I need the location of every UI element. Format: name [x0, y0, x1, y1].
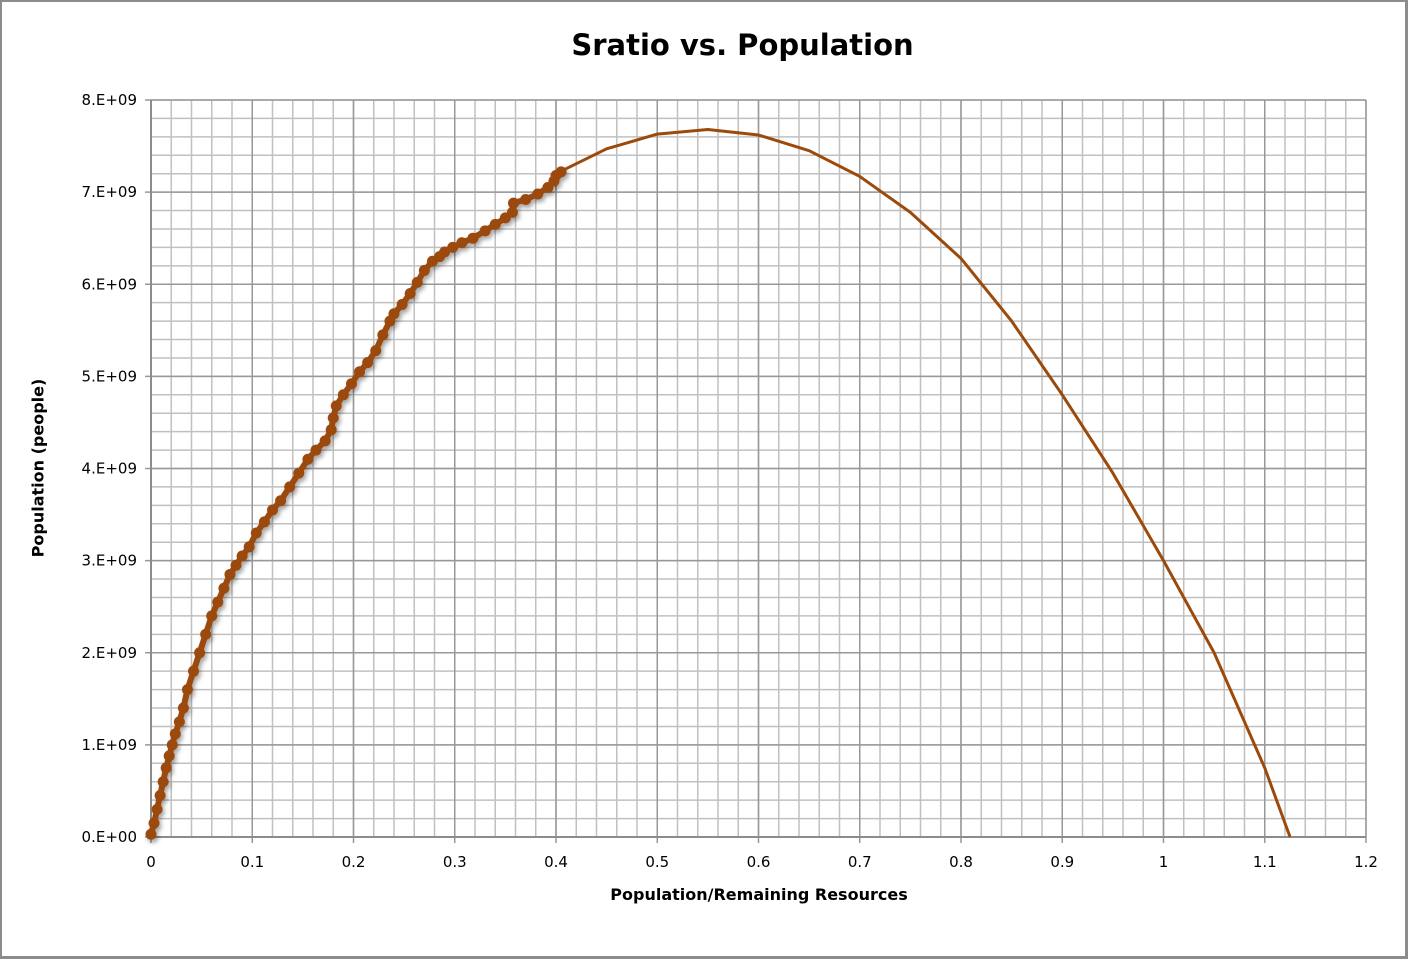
y-tick-label: 7.E+09	[82, 183, 137, 201]
y-tick-label: 8.E+09	[82, 91, 137, 109]
data-point-marker	[330, 400, 342, 412]
data-point-marker	[173, 716, 185, 728]
x-tick-label: 0.1	[240, 853, 264, 871]
data-point-marker	[275, 495, 287, 507]
data-point-marker	[188, 665, 200, 677]
data-point-marker	[370, 345, 382, 357]
data-point-marker	[236, 550, 248, 562]
data-series	[145, 127, 1292, 840]
data-point-marker	[377, 329, 389, 341]
data-point-marker	[181, 684, 193, 696]
y-tick-label: 4.E+09	[82, 460, 137, 478]
data-point-marker	[396, 299, 408, 311]
data-point-marker	[456, 237, 468, 249]
y-tick-label: 1.E+09	[82, 736, 137, 754]
data-point-marker	[345, 378, 357, 390]
x-tick-label: 0.3	[443, 853, 467, 871]
data-point-marker	[362, 357, 374, 369]
y-tick-label: 6.E+09	[82, 275, 137, 293]
data-point-marker	[439, 246, 451, 258]
x-tick-label: 0.6	[747, 853, 771, 871]
data-point-marker	[206, 610, 218, 622]
data-point-marker	[284, 481, 296, 493]
x-tick-label: 0.4	[544, 853, 568, 871]
data-point-marker	[302, 453, 314, 465]
data-point-marker	[411, 276, 423, 288]
data-point-marker	[218, 582, 230, 594]
x-tick-label: 0	[146, 853, 156, 871]
axis-ticks: 0 0.1 0.2 0.3 0.4 0.5 0.6 0.7 0.8 0.9 1 1.1 1.2 0.E+0…	[82, 91, 1378, 871]
data-point-marker	[230, 559, 242, 571]
data-point-marker	[337, 389, 349, 401]
data-point-marker	[327, 412, 339, 424]
data-point-marker	[447, 241, 459, 253]
data-point-marker	[200, 628, 212, 640]
data-point-marker	[194, 647, 206, 659]
x-axis-label: Population/Remaining Resources	[610, 885, 908, 904]
data-point-marker	[319, 435, 331, 447]
data-point-marker	[250, 527, 262, 539]
data-point-marker	[520, 193, 532, 205]
data-point-marker	[479, 225, 491, 237]
data-point-marker	[224, 568, 236, 580]
data-point-marker	[507, 197, 519, 209]
data-point-marker	[404, 287, 416, 299]
data-point-marker	[354, 366, 366, 378]
data-point-marker	[243, 541, 255, 553]
data-point-marker	[177, 702, 189, 714]
data-point-marker	[169, 728, 181, 740]
y-tick-label: 5.E+09	[82, 367, 137, 385]
data-point-marker	[310, 444, 322, 456]
data-point-marker	[151, 803, 163, 815]
fitted-curve-line	[555, 127, 1292, 838]
y-tick-label: 3.E+09	[82, 552, 137, 570]
data-point-marker	[506, 206, 518, 218]
x-tick-label: 0.5	[645, 853, 669, 871]
data-point-marker	[160, 762, 172, 774]
data-point-marker	[154, 790, 166, 802]
x-tick-label: 1.1	[1253, 853, 1277, 871]
data-point-marker	[467, 232, 479, 244]
data-point-marker	[166, 739, 178, 751]
data-point-marker	[145, 828, 157, 840]
x-tick-label: 0.9	[1050, 853, 1074, 871]
data-point-marker	[293, 467, 305, 479]
data-point-marker	[212, 596, 224, 608]
data-point-marker	[163, 750, 175, 762]
data-point-marker	[418, 264, 430, 276]
x-tick-label: 0.2	[342, 853, 366, 871]
x-tick-label: 1	[1159, 853, 1169, 871]
x-tick-label: 0.8	[949, 853, 973, 871]
data-point-marker	[267, 504, 278, 516]
data-point-marker	[532, 188, 544, 200]
data-point-marker	[388, 308, 400, 320]
observed-line	[148, 168, 565, 838]
x-tick-label: 1.2	[1354, 853, 1378, 871]
major-gridlines	[145, 99, 1367, 843]
y-tick-label: 2.E+09	[82, 644, 137, 662]
data-point-marker	[325, 424, 337, 436]
data-point-marker	[258, 516, 270, 528]
observed-series	[145, 166, 567, 840]
data-point-marker	[157, 776, 169, 788]
chart-title: Sratio vs. Population	[571, 28, 914, 62]
y-tick-label: 0.E+00	[82, 828, 137, 846]
data-point-marker	[489, 218, 501, 230]
x-tick-label: 0.7	[848, 853, 872, 871]
data-point-marker	[148, 817, 160, 829]
